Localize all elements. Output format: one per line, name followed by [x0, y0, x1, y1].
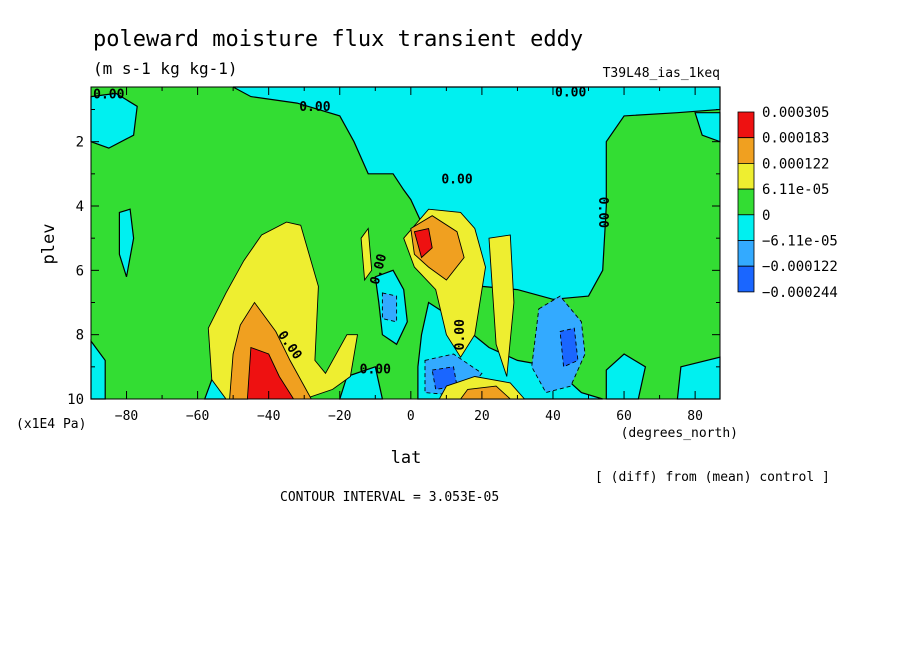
contour-label: 0.00 — [555, 86, 586, 101]
colorbar-label: 6.11e-05 — [762, 182, 829, 198]
contour-region-red-25 — [413, 227, 433, 259]
plot-frame — [90, 86, 721, 400]
contour-label: 0.00 — [299, 100, 330, 115]
run-label: T39L48_ias_1keq — [603, 66, 720, 81]
contour-region-cyan-7 — [605, 353, 647, 400]
y-axis-units: (x1E4 Pa) — [16, 417, 86, 432]
contour-region-red-24 — [246, 346, 295, 400]
contour-label: 0.00 — [441, 173, 472, 188]
contour-region-mid_blue-11 — [381, 292, 398, 323]
x-tick-label: 60 — [616, 409, 632, 424]
y-axis: 2 4 6 8 10 — [67, 109, 720, 408]
contour-label: 0.00 — [595, 197, 610, 228]
contour-region-blue-14 — [559, 327, 579, 368]
colorbar-swatch — [737, 240, 755, 267]
colorbar: 0.000305 0.000183 0.000122 6.11e-05 0 −6.11e-… — [737, 105, 838, 301]
colorbar-swatch — [737, 188, 755, 216]
x-axis-label: lat — [391, 448, 422, 468]
x-tick-label: 80 — [687, 409, 703, 424]
y-tick-label: 8 — [76, 328, 84, 344]
contour-region-cyan-4 — [118, 208, 135, 277]
x-tick-label: −20 — [328, 409, 351, 424]
colorbar-label: −6.11e-05 — [762, 234, 838, 250]
y-axis-label: plev — [39, 224, 59, 265]
colorbar-swatch — [737, 214, 755, 241]
colorbar-swatch — [737, 111, 755, 139]
x-tick-label: −80 — [115, 409, 138, 424]
x-tick-label: 40 — [545, 409, 561, 424]
contour-region-yellow-17 — [360, 227, 373, 282]
chart-units: (m s-1 kg kg-1) — [93, 59, 238, 78]
x-tick-label: −60 — [186, 409, 209, 424]
colorbar-swatch — [737, 162, 755, 190]
contour-label: 0.00 — [93, 87, 124, 102]
x-tick-label: −40 — [257, 409, 280, 424]
colorbar-label: 0.000122 — [762, 156, 829, 172]
colorbar-label: 0.000305 — [762, 105, 829, 121]
x-tick-label: 20 — [474, 409, 490, 424]
x-tick-label: 0 — [407, 409, 415, 424]
x-axis: −80 −60 −40 −20 0 20 40 60 80 — [90, 87, 703, 424]
contour-label: 0.00 — [453, 319, 468, 350]
x-axis-units: (degrees_north) — [621, 426, 738, 441]
y-tick-label: 6 — [76, 263, 84, 279]
chart-title: poleward moisture flux transient eddy — [93, 27, 583, 52]
colorbar-label: −0.000244 — [762, 285, 838, 301]
colorbar-label: 0.000183 — [762, 131, 829, 147]
contour-region-mid_blue-12 — [531, 295, 586, 394]
contour-region-blue-15 — [431, 366, 458, 390]
comparison-note: [ (diff) from (mean) control ] — [595, 470, 830, 485]
plot-area: 0.000.000.000.000.000.000.000.000.00 — [90, 86, 721, 400]
colorbar-swatch — [737, 265, 755, 293]
y-tick-label: 2 — [76, 135, 84, 151]
colorbar-label: −0.000122 — [762, 259, 838, 275]
contour-region-yellow-19 — [488, 234, 515, 377]
contour-interval: CONTOUR INTERVAL = 3.053E-05 — [280, 490, 499, 505]
colorbar-swatch — [737, 137, 755, 164]
contour-label: 0.00 — [360, 362, 391, 377]
y-tick-label: 4 — [76, 199, 84, 215]
colorbar-label: 0 — [762, 208, 770, 224]
y-tick-label: 10 — [67, 392, 84, 408]
